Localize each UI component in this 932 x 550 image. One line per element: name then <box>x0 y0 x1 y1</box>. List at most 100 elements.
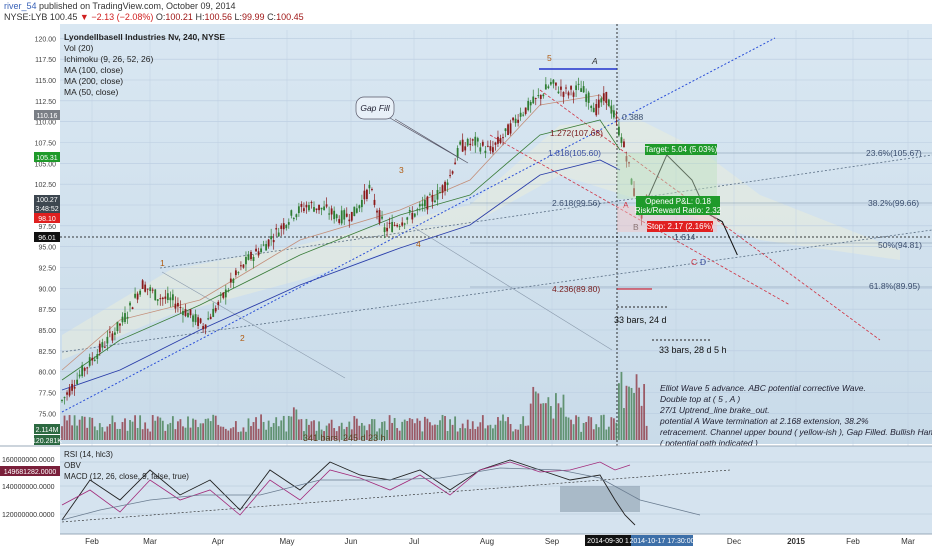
volume-bar <box>645 425 648 440</box>
candle-body <box>166 293 169 300</box>
candle-body <box>386 227 388 232</box>
volume-bar <box>355 418 358 440</box>
candle-body <box>272 239 275 243</box>
volume-bar <box>406 421 409 440</box>
volume-bar <box>275 417 278 440</box>
volume-bar <box>597 427 600 440</box>
volume-bar <box>297 419 300 440</box>
x-tick-label: Jun <box>345 537 358 546</box>
fib-ext-1618: 1.618(105.60) <box>548 148 601 158</box>
svg-text:Double top at ( 5 , A ): Double top at ( 5 , A ) <box>660 394 740 404</box>
candle-body <box>119 323 121 326</box>
candle-body <box>282 223 285 230</box>
candle-body <box>217 301 220 306</box>
volume-bar <box>474 429 477 440</box>
ma-100-line <box>61 119 621 381</box>
candle-body <box>144 284 147 292</box>
volume-bar <box>108 424 111 440</box>
candle-body <box>68 387 71 396</box>
candle-body <box>570 86 572 90</box>
volume-bar <box>161 420 164 440</box>
volume-bar <box>338 426 341 440</box>
volume-bar <box>413 423 416 440</box>
candle-body <box>431 194 434 202</box>
author-link[interactable]: river_54 <box>4 1 37 11</box>
volume-bar <box>313 420 315 440</box>
candle-body <box>171 294 174 301</box>
volume-bar <box>423 416 426 440</box>
volume-bar <box>643 384 646 440</box>
volume-bar <box>207 418 210 440</box>
candle-body <box>597 99 600 108</box>
volume-bar <box>378 428 381 440</box>
gap-fill-callout[interactable]: Gap Fill <box>355 96 469 164</box>
candle-body <box>318 204 320 211</box>
candle-body <box>209 316 212 320</box>
candle-body <box>555 82 557 86</box>
candle-body <box>121 316 124 323</box>
volume-bar <box>360 422 363 440</box>
macd-histogram <box>560 486 640 512</box>
y-tick-label: 115.00 <box>35 78 56 85</box>
volume-bar <box>121 422 124 440</box>
volume-bar <box>502 414 504 440</box>
volume-bar <box>129 420 131 440</box>
long-position-tool[interactable]: Target: 5.04 (5.03%) Opened P&L: 0.18 Ri… <box>617 144 722 232</box>
volume-bar <box>524 425 527 440</box>
time-right-badge: 2014-10-17 17:30:00 <box>630 538 695 545</box>
volume-bar <box>139 415 142 440</box>
candle-body <box>471 139 474 141</box>
candle-body <box>348 219 351 222</box>
volume-bar <box>640 405 643 440</box>
publish-header: river_54 published on TradingView.com, O… <box>0 0 932 24</box>
candle-body <box>270 236 273 240</box>
high-value: 100.56 <box>204 12 232 22</box>
volume-bar <box>388 415 391 440</box>
indicator-pane[interactable] <box>60 446 932 534</box>
x-tick-label: Apr <box>212 537 225 546</box>
candle-body <box>532 96 535 104</box>
volume-bar <box>630 387 633 440</box>
y-tick-label: 82.50 <box>38 349 56 356</box>
candle-body <box>164 296 167 299</box>
candle-body <box>466 138 469 146</box>
volume-bar <box>348 421 351 440</box>
symbol-label[interactable]: NYSE:LYB <box>4 12 48 22</box>
volume-bar <box>305 418 308 440</box>
gap-fill-text: Gap Fill <box>360 103 390 113</box>
volume-bar <box>106 426 109 440</box>
chart-canvas[interactable]: 120.00 117.50 115.00 112.50 110.00 107.50 105.… <box>0 24 932 550</box>
volume-bar <box>179 419 182 440</box>
candle-body <box>295 214 298 218</box>
volume-bar <box>245 431 247 440</box>
volume-bar <box>454 416 457 440</box>
candle-body <box>204 324 207 329</box>
wave-label-4: 4 <box>416 239 421 249</box>
volume-bar <box>582 423 585 440</box>
candle-body <box>303 208 305 212</box>
candle-body <box>325 204 328 207</box>
rsi-line <box>61 461 631 516</box>
y-tick-label: 87.50 <box>38 307 56 314</box>
volume-bar <box>222 426 225 440</box>
volume-bar <box>290 416 293 440</box>
legend-ichimoku: Ichimoku (9, 26, 52, 26) <box>64 54 153 64</box>
candle-body <box>234 270 237 276</box>
volume-bar <box>227 430 230 440</box>
indicator-badge: 149681282.0000 <box>4 469 57 476</box>
volume-bar <box>96 430 99 440</box>
volume-bar <box>270 426 273 440</box>
candle-body <box>547 86 550 89</box>
volume-bar <box>600 415 603 440</box>
volume-bar <box>247 418 250 440</box>
candle-body <box>441 185 444 193</box>
volume-bar <box>580 431 583 440</box>
legend-ma200: MA (200, close) <box>64 76 123 86</box>
candle-body <box>265 244 268 251</box>
volume-bar <box>166 424 169 440</box>
volume-bar <box>434 424 436 440</box>
volume-bar <box>83 416 86 440</box>
volume-bar <box>499 420 502 440</box>
target-badge <box>645 144 717 155</box>
volume-bar <box>151 415 154 440</box>
